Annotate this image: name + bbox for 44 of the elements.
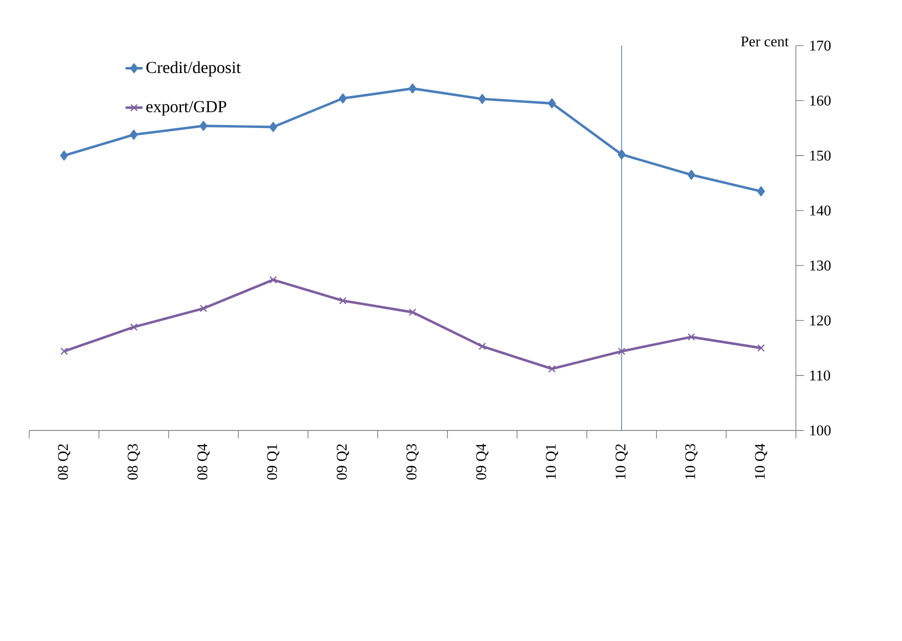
- point: [339, 297, 347, 305]
- x-tick-label: 09 Q1: [267, 444, 280, 480]
- point: [478, 94, 486, 104]
- point: [548, 98, 556, 109]
- point: [618, 348, 626, 356]
- point: [618, 150, 626, 160]
- x-tick-label: 08 Q2: [58, 444, 70, 480]
- point: [200, 304, 208, 312]
- point: [338, 94, 347, 104]
- point: [200, 121, 208, 132]
- point: [408, 84, 416, 94]
- y-tick-label: 140: [810, 206, 831, 216]
- legend-label: Credit/deposit: [146, 61, 241, 77]
- x-tick-label: 09 Q2: [336, 444, 349, 480]
- y-tick-label: 100: [810, 426, 831, 436]
- point: [408, 308, 416, 316]
- point: [269, 276, 277, 284]
- point: [757, 344, 765, 352]
- x-tick-label: 10 Q4: [754, 444, 768, 479]
- point: [269, 122, 278, 132]
- x-tick-label: 09 Q4: [476, 444, 488, 480]
- point: [60, 348, 68, 356]
- y-tick-label: 110: [810, 370, 830, 381]
- y-tick-label: 160: [810, 96, 831, 106]
- x-tick-label: 08 Q3: [128, 444, 140, 480]
- x-tick-label: 08 Q4: [197, 444, 210, 480]
- x-tick-label: 10 Q1: [546, 444, 558, 479]
- y-tick-label: 150: [810, 150, 831, 161]
- x-tick-label: 10 Q2: [616, 444, 628, 479]
- point: [548, 365, 556, 373]
- point: [757, 186, 765, 196]
- x-tick-label: 10 Q3: [685, 444, 698, 479]
- y-tick-label: 120: [810, 316, 831, 326]
- point: [130, 324, 138, 331]
- point: [60, 150, 68, 161]
- legend-label: export/GDP: [146, 101, 226, 116]
- point: [478, 342, 486, 350]
- x-tick-label: 09 Q3: [406, 444, 419, 480]
- point: [130, 130, 138, 140]
- point: [688, 333, 696, 341]
- y-axis-title: Per cent: [741, 36, 789, 47]
- y-tick-label: 130: [810, 260, 831, 271]
- y-tick-label: 170: [810, 40, 831, 51]
- point: [687, 170, 696, 180]
